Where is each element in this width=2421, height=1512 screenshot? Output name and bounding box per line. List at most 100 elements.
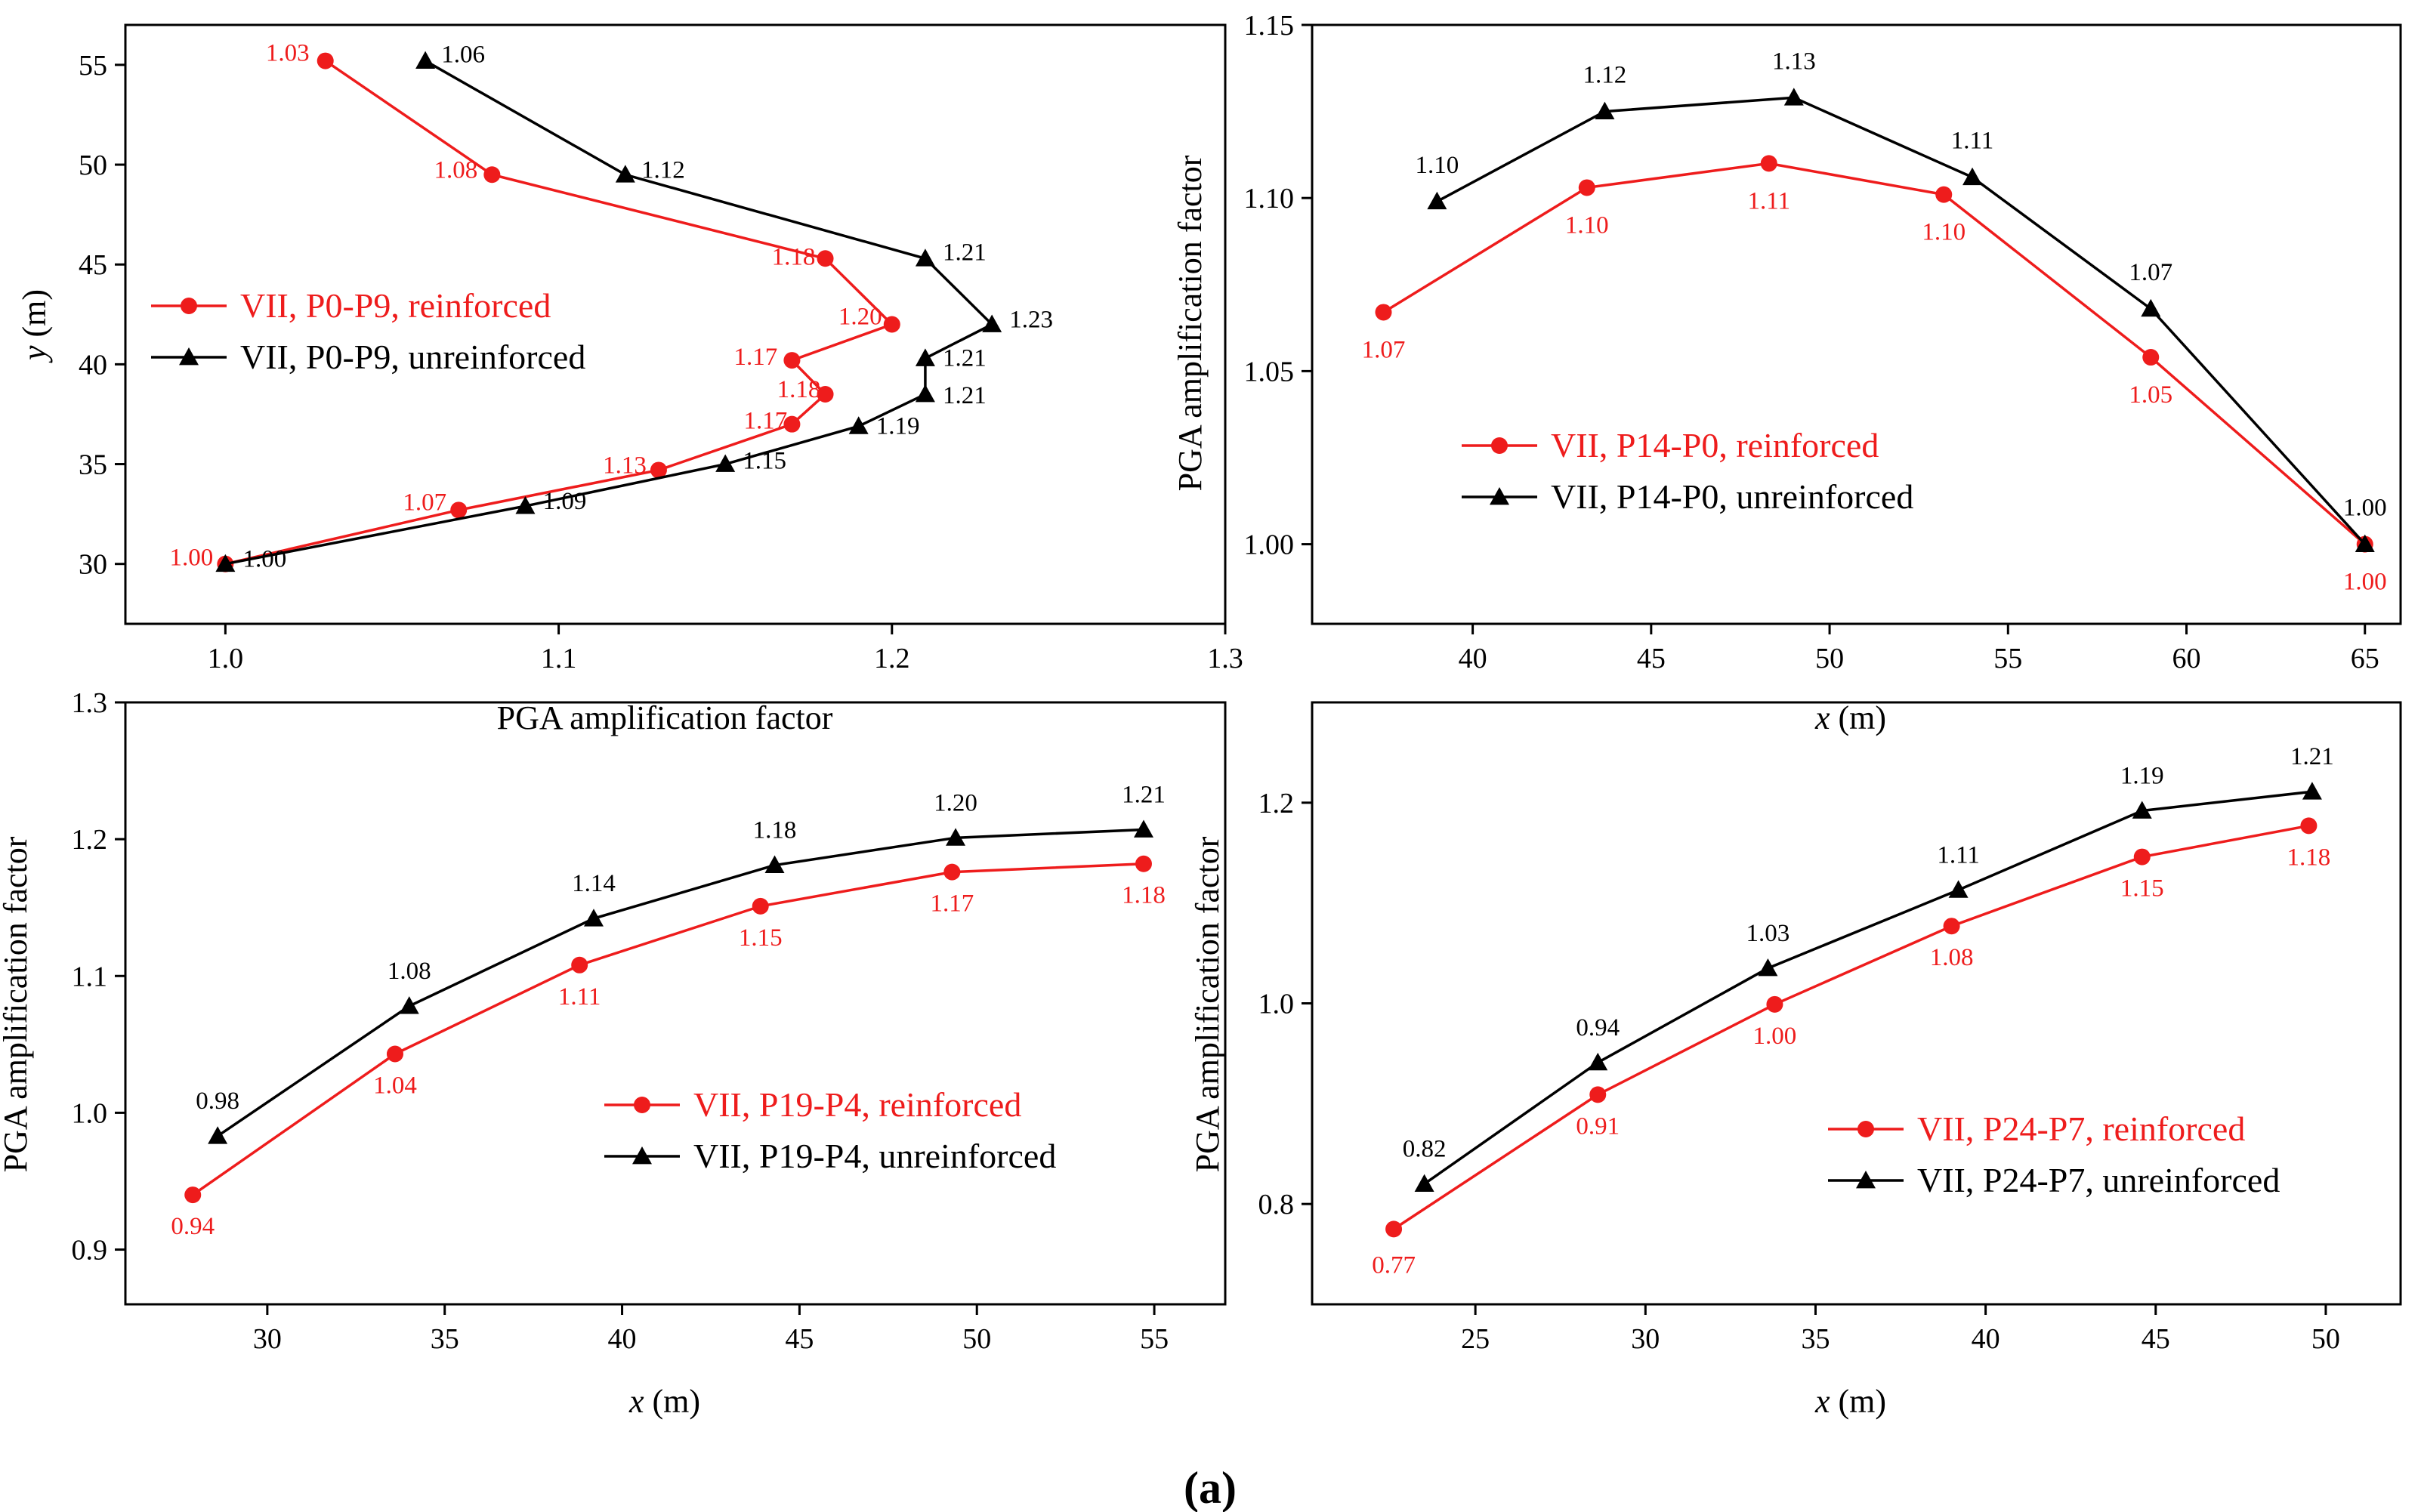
data-point	[1935, 186, 1953, 203]
data-label: 1.17	[930, 890, 974, 918]
data-label: 1.21	[943, 239, 987, 266]
data-point	[1385, 1220, 1403, 1238]
series-line	[225, 60, 995, 566]
series-line	[217, 828, 1144, 1137]
data-label: 1.05	[2129, 381, 2172, 409]
data-label: 1.07	[2129, 259, 2172, 286]
plot-frame	[124, 23, 1227, 625]
data-label: 0.94	[171, 1213, 215, 1240]
series-reinforced: 1.07 1.10 1.11 1.10 1.05 1.00	[1362, 155, 2387, 596]
data-label: 1.00	[169, 545, 213, 572]
data-point	[215, 554, 236, 572]
data-point	[1943, 918, 1960, 935]
data-label: 1.18	[2287, 844, 2331, 871]
data-point	[1588, 1052, 1608, 1071]
data-point	[415, 51, 436, 69]
y-tick-label: 1.1	[72, 961, 108, 992]
data-label: 1.07	[1362, 336, 1406, 363]
x-tick-label: 30	[1631, 1323, 1660, 1355]
legend-marker	[181, 298, 197, 314]
data-point	[783, 415, 801, 433]
y-axis-title: PGA amplification factor	[1172, 155, 1209, 491]
y-axis-title: PGA amplification factor	[1189, 836, 1226, 1172]
data-point	[848, 416, 869, 434]
data-label: 1.11	[558, 983, 601, 1011]
x-tick-label: 50	[1815, 643, 1844, 674]
x-tick-label: 40	[1972, 1323, 2000, 1355]
legend-marker	[1857, 1121, 1874, 1137]
legend-marker	[1491, 437, 1508, 454]
y-tick-label: 1.15	[1244, 10, 1295, 42]
data-label: 1.18	[772, 243, 816, 270]
data-point	[817, 250, 834, 267]
data-label: 1.18	[753, 817, 797, 844]
data-label: 1.18	[1122, 882, 1166, 909]
data-label: 1.21	[943, 382, 987, 409]
data-label: 1.10	[1565, 211, 1609, 239]
data-label: 1.00	[2343, 495, 2387, 522]
data-label: 1.19	[876, 412, 920, 440]
series-reinforced: 0.77 0.91 1.00 1.08 1.15 1.18	[1372, 817, 2330, 1279]
legend: VII, P0-P9, reinforced VII, P0-P9, unrein…	[151, 286, 585, 376]
data-point	[982, 314, 1002, 332]
y-tick-label: 0.8	[1258, 1189, 1295, 1220]
data-point	[1135, 855, 1152, 872]
series-line	[1436, 96, 2367, 545]
data-label: 1.10	[1415, 152, 1459, 179]
legend-marker	[1856, 1171, 1876, 1189]
data-label: 1.14	[572, 870, 616, 897]
data-point	[915, 348, 935, 366]
data-label: 1.13	[603, 452, 647, 479]
data-point	[184, 1186, 202, 1204]
y-tick-label: 1.05	[1244, 356, 1295, 387]
data-point	[1783, 88, 1804, 106]
y-tick-label: 40	[79, 349, 107, 381]
data-point	[317, 52, 334, 69]
data-point	[817, 386, 834, 403]
x-tick-label: 55	[1140, 1323, 1169, 1355]
data-label: 1.17	[734, 344, 778, 371]
x-tick-label: 1.0	[208, 643, 244, 674]
data-point	[1760, 155, 1777, 172]
data-point	[1948, 880, 1969, 898]
data-label: 1.21	[943, 344, 987, 372]
legend-marker	[1490, 487, 1509, 505]
data-point	[1595, 101, 1615, 119]
data-point	[515, 496, 536, 514]
x-tick-label: 40	[608, 1323, 637, 1355]
data-point	[583, 909, 604, 927]
data-point	[943, 863, 961, 881]
data-label: 0.77	[1372, 1251, 1416, 1279]
legend-label: VII, P0-P9, reinforced	[240, 286, 551, 325]
data-point	[2300, 817, 2318, 835]
plot-frame	[1311, 23, 2402, 625]
chart-panel-3: 30 35 40 45 50 55 0.9 1.0 1.1 1.2 1.3 x (m) PGA ampl…	[0, 687, 1227, 1420]
data-point	[399, 996, 419, 1014]
data-label: 1.13	[1772, 48, 1816, 75]
x-tick-label: 65	[2351, 643, 2379, 674]
data-point	[915, 248, 935, 267]
data-label: 1.15	[2120, 875, 2164, 903]
chart-panel-2: 40 45 50 55 60 65 1.00 1.05 1.10 1.15 x (m) PGA amp…	[1172, 10, 2402, 736]
data-label: 1.00	[2343, 569, 2387, 596]
data-point	[571, 956, 588, 974]
data-point	[450, 501, 468, 519]
y-tick-label: 50	[79, 150, 107, 181]
y-axis-title: PGA amplification factor	[0, 836, 34, 1172]
data-label: 1.17	[744, 408, 788, 435]
data-point	[715, 454, 736, 472]
data-point	[1133, 819, 1153, 838]
legend-label: VII, P19-P4, unreinforced	[693, 1137, 1056, 1175]
series-line	[192, 862, 1144, 1196]
data-point	[386, 1045, 403, 1063]
x-tick-label: 1.2	[874, 643, 910, 674]
data-point	[2355, 534, 2375, 552]
legend-marker	[179, 347, 199, 366]
data-label: 0.98	[196, 1088, 239, 1115]
data-label: 1.18	[777, 376, 821, 403]
data-label: 1.03	[1746, 920, 1790, 947]
series-unreinforced: 0.82 0.94 1.03 1.11 1.19 1.21	[1403, 743, 2334, 1192]
y-tick-label: 1.0	[1258, 989, 1295, 1020]
chart-panel-4: 25 30 35 40 45 50 0.8 1.0 1.2 x (m) PGA amplificat…	[1189, 701, 2402, 1420]
x-tick-label: 45	[785, 1323, 814, 1355]
